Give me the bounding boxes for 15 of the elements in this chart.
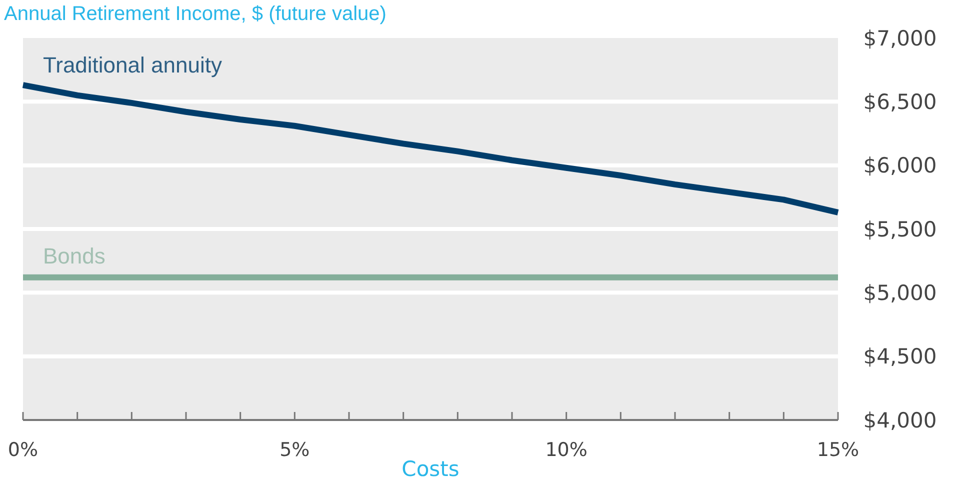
y-tick-label: $5,500	[863, 217, 937, 242]
series-label: Traditional annuity	[43, 52, 222, 78]
y-tick-label: $4,000	[863, 408, 937, 432]
x-tick-label: 0%	[8, 439, 38, 461]
x-tick-label: 5%	[280, 439, 310, 461]
series-label: Bonds	[43, 243, 106, 268]
x-tick-label: 15%	[816, 439, 860, 461]
y-tick-label: $6,500	[863, 90, 937, 114]
y-tick-label: $6,000	[863, 154, 937, 178]
chart-title: Annual Retirement Income, $ (future value)	[4, 3, 386, 25]
y-tick-label: $4,500	[863, 344, 937, 369]
y-tick-label: $7,000	[863, 26, 937, 50]
y-tick-label: $5,000	[863, 281, 937, 306]
x-axis-title: Costs	[402, 457, 460, 480]
x-tick-label: 10%	[545, 439, 588, 461]
